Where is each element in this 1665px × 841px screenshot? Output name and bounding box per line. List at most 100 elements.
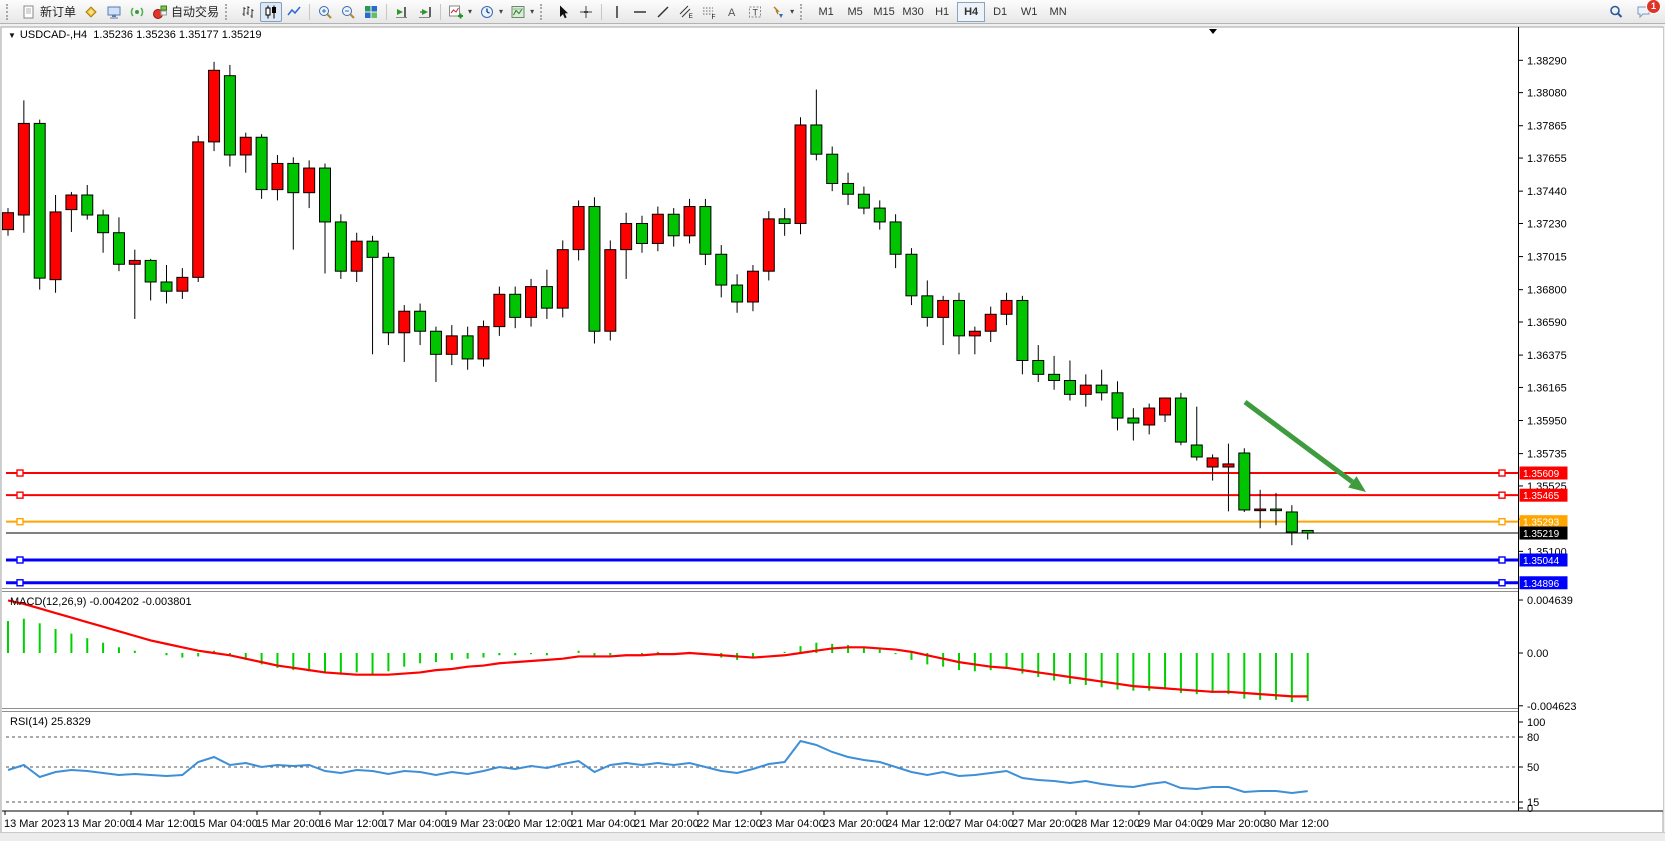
candle <box>1238 452 1251 511</box>
tf-h1[interactable]: H1 <box>935 5 950 18</box>
search-button[interactable] <box>1605 2 1627 22</box>
candle <box>1063 379 1076 395</box>
templates-button[interactable]: ▾ <box>507 2 537 22</box>
time-tick-label: 24 Mar 12:00 <box>886 818 951 830</box>
price-badge <box>1519 466 1568 480</box>
chart-shift-button[interactable] <box>414 2 436 22</box>
time-tick-label: 29 Mar 04:00 <box>1138 818 1203 830</box>
zoom-out-button[interactable] <box>337 2 359 22</box>
tf-d1[interactable]: D1 <box>993 5 1008 18</box>
dropdown-arrow-icon: ▾ <box>790 7 795 16</box>
rsi-tick-label: 100 <box>1527 717 1545 729</box>
price-badge-label: 1.35293 <box>1523 518 1560 529</box>
candle <box>1301 529 1314 534</box>
price-line-handle[interactable] <box>16 491 24 499</box>
time-tick-label: 28 Mar 12:00 <box>1075 818 1140 830</box>
price-badge-label: 1.34896 <box>1523 579 1560 590</box>
candle <box>1222 463 1235 468</box>
tile-windows-icon <box>365 5 378 18</box>
new-order-icon <box>23 5 34 18</box>
options-button[interactable] <box>103 2 125 22</box>
chart-shift-icon <box>419 6 431 18</box>
tile-windows-button[interactable] <box>360 2 382 22</box>
text-button[interactable]: A <box>721 2 743 22</box>
price-line-handle[interactable] <box>16 579 24 587</box>
candle <box>1190 444 1203 458</box>
price-tick-label: 1.36375 <box>1527 350 1567 362</box>
price-line-handle[interactable] <box>16 556 24 564</box>
candle <box>17 122 30 216</box>
toolbar-separator <box>601 3 603 20</box>
price-line-handle[interactable] <box>16 469 24 477</box>
fibonacci-button[interactable]: F <box>698 2 720 22</box>
tf-m15[interactable]: M15 <box>873 5 895 18</box>
price-line-handle[interactable] <box>1498 491 1506 499</box>
toolbar-grip[interactable] <box>6 3 13 20</box>
time-tick-label: 15 Mar 20:00 <box>256 818 321 830</box>
text-label-button[interactable]: T <box>744 2 766 22</box>
price-line-handle[interactable] <box>1498 579 1506 587</box>
price-badge-label: 1.35044 <box>1523 556 1560 567</box>
tf-m30[interactable]: M30 <box>902 5 924 18</box>
toolbar-grip[interactable] <box>540 3 547 20</box>
auto-scroll-button[interactable] <box>391 2 413 22</box>
chat-badge: 1 <box>1646 0 1661 14</box>
candle <box>1206 457 1219 468</box>
svg-text:A: A <box>728 7 736 19</box>
time-tick-label: 27 Mar 04:00 <box>949 818 1014 830</box>
new-order-button[interactable]: 新订单 <box>18 2 79 22</box>
candle <box>382 256 395 334</box>
macd-tick-label: 0.004639 <box>1527 595 1573 607</box>
tf-w1[interactable]: W1 <box>1020 5 1038 18</box>
candle <box>33 122 46 279</box>
arrows-button[interactable]: ▾ <box>767 2 797 22</box>
periods-button[interactable]: ▾ <box>476 2 506 22</box>
vertical-line-button[interactable] <box>606 2 628 22</box>
horizontal-line-button[interactable] <box>629 2 651 22</box>
metaeditor-button[interactable] <box>80 2 102 22</box>
trend-arrow-head[interactable] <box>1348 476 1366 492</box>
chart-menu-arrow-icon[interactable]: ▼ <box>8 31 16 40</box>
tf-mn[interactable]: MN <box>1049 5 1067 18</box>
toolbar-grip[interactable] <box>225 3 232 20</box>
bar-chart-button[interactable] <box>237 2 259 22</box>
candle <box>873 207 886 223</box>
crosshair-button[interactable] <box>575 2 597 22</box>
line-chart-icon <box>287 6 301 15</box>
time-tick-label: 19 Mar 23:00 <box>445 818 510 830</box>
svg-text:E: E <box>689 13 694 20</box>
price-badge <box>1519 488 1568 502</box>
candle <box>112 232 125 265</box>
horizontal-line-icon <box>634 10 647 13</box>
zoom-in-button[interactable] <box>314 2 336 22</box>
trendline-icon <box>657 5 669 18</box>
tf-m5[interactable]: M5 <box>847 5 863 18</box>
chat-button[interactable]: 1 <box>1633 0 1661 22</box>
toolbar-grip[interactable] <box>800 3 807 20</box>
trend-arrow[interactable] <box>1243 399 1354 484</box>
candle <box>160 281 173 292</box>
equidistant-channel-button[interactable]: E <box>675 2 697 22</box>
price-line-handle[interactable] <box>1498 469 1506 477</box>
tf-h4[interactable]: H4 <box>957 1 986 22</box>
price-line-handle[interactable] <box>1498 556 1506 564</box>
equidistant-channel-icon: E <box>679 5 694 20</box>
vertical-line-icon <box>616 5 618 18</box>
candlestick-chart-button[interactable] <box>260 1 283 22</box>
price-line-handle[interactable] <box>16 517 24 526</box>
line-chart-button[interactable] <box>283 2 305 22</box>
autotrading-button[interactable]: 自动交易 <box>149 2 222 22</box>
cursor-button[interactable] <box>552 2 574 22</box>
chart-shift-marker[interactable] <box>1209 29 1217 34</box>
auto-scroll-icon <box>396 6 408 18</box>
price-badge-label: 1.35609 <box>1523 469 1560 480</box>
cursor-icon <box>560 5 569 18</box>
price-tick-label: 1.38080 <box>1527 88 1567 100</box>
price-line-handle[interactable] <box>1498 517 1506 526</box>
trendline-button[interactable] <box>652 2 674 22</box>
indicators-icon <box>449 5 464 18</box>
indicators-button[interactable]: ▾ <box>445 2 475 22</box>
tf-m1[interactable]: M1 <box>818 5 834 18</box>
signals-button[interactable] <box>126 2 148 22</box>
